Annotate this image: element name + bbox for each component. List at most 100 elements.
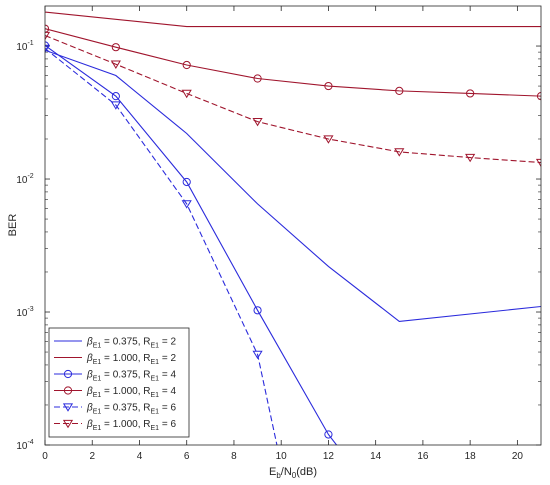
series-point [45,44,51,54]
legend-r-value: 6 [170,419,176,430]
legend-label: βE1 = 1.000, RE1 = 2 [86,353,176,366]
legend-marker [63,369,73,379]
legend-beta-subscript: E1 [93,409,102,416]
legend-beta-symbol: β [86,370,93,381]
legend-beta-subscript: E1 [93,359,102,366]
legend-equals: = [159,370,170,381]
series-point [111,43,120,52]
legend-equals: = [101,403,112,414]
legend-r-value: 2 [170,353,176,364]
legend-item: βE1 = 0.375, RE1 = 2 [54,337,176,350]
series-path [45,49,541,322]
legend-equals: = [101,370,112,381]
legend-r-symbol: , R [138,370,151,381]
legend-r-symbol: , R [138,353,151,364]
x-axis-label: Eb/N0(dB) [269,466,317,480]
legend-r-symbol: , R [138,419,151,430]
series-path [45,45,338,445]
series-point [394,148,405,157]
legend-equals: = [101,386,112,397]
legend-r-value: 6 [170,403,176,414]
legend-item: βE1 = 1.000, RE1 = 4 [54,386,176,399]
series-point [466,89,475,98]
legend-equals: = [159,419,170,430]
series-point [324,81,333,91]
series-line-beta0_375-r2 [45,49,541,322]
series-line-beta0_375-r6 [45,44,278,445]
series-point [110,60,121,69]
series-line-beta1_000-r2 [45,11,541,28]
series-point [253,306,262,315]
y-tick-label: 10-3 [16,306,33,319]
series-path [45,34,541,164]
legend-equals: = [101,419,112,430]
legend-marker [63,386,73,395]
y-tick-label: 10-4 [16,439,33,452]
series-point [252,350,263,360]
legend-r-subscript: E1 [151,409,160,416]
legend-label: βE1 = 1.000, RE1 = 4 [86,386,176,399]
legend-equals: = [159,403,170,414]
y-tick-mantissa: 10 [16,42,28,53]
legend-item: βE1 = 0.375, RE1 = 4 [54,370,176,383]
y-tick-exponent: -3 [27,306,33,313]
legend-r-value: 2 [170,337,176,348]
legend-beta-value: 1.000 [113,353,138,364]
legend-beta-subscript: E1 [93,425,102,432]
legend-marker [62,419,74,429]
legend-beta-value: 1.000 [113,386,138,397]
x-axis-label-main: E [269,466,276,478]
x-tick-label: 10 [276,451,288,462]
y-axis-label: BER [7,214,19,237]
legend-r-subscript: E1 [151,392,160,399]
legend-beta-subscript: E1 [93,376,102,383]
x-tick-label: 4 [137,451,143,462]
series-point [536,92,541,101]
legend-beta-symbol: β [86,353,93,364]
y-tick-exponent: -4 [27,439,33,446]
legend-equals: = [159,386,170,397]
series-path [45,47,278,445]
legend-beta-symbol: β [86,403,93,414]
legend-label: βE1 = 0.375, RE1 = 6 [86,403,176,416]
series-point [181,200,192,209]
legend-beta-value: 0.375 [113,403,138,414]
legend-beta-symbol: β [86,386,93,397]
series-path [45,11,541,28]
x-axis-label-sub1: b [276,471,281,480]
legend-equals: = [101,353,112,364]
legend-r-symbol: , R [138,386,151,397]
y-tick-mantissa: 10 [16,441,28,452]
legend-r-subscript: E1 [151,359,160,366]
legend-beta-value: 0.375 [113,337,138,348]
legend-beta-symbol: β [86,419,93,430]
x-tick-label: 20 [512,451,524,462]
x-tick-label: 18 [465,451,477,462]
series-point [111,92,120,101]
legend-equals: = [101,337,112,348]
legend-r-subscript: E1 [151,343,160,350]
y-tick-mantissa: 10 [16,175,28,186]
legend-equals: = [159,337,170,348]
legend-equals: = [159,353,170,364]
series-point [323,135,334,144]
x-tick-label: 0 [42,451,48,462]
legend-r-subscript: E1 [151,425,160,432]
legend-label: βE1 = 1.000, RE1 = 6 [86,419,176,432]
series-point [110,101,121,110]
legend-r-value: 4 [170,386,176,397]
plot-frame [44,5,542,446]
x-tick-label: 6 [184,451,190,462]
series-line-beta1_000-r6 [45,31,541,168]
legend-item: βE1 = 1.000, RE1 = 6 [54,419,176,432]
series-point [182,177,191,187]
series-point [181,89,192,99]
legend-box [48,327,190,438]
series-point [465,153,476,163]
legend-r-value: 4 [170,370,176,381]
y-tick-label: 10-2 [16,173,33,186]
series-point [253,74,262,83]
y-tick-exponent: -2 [27,173,33,180]
